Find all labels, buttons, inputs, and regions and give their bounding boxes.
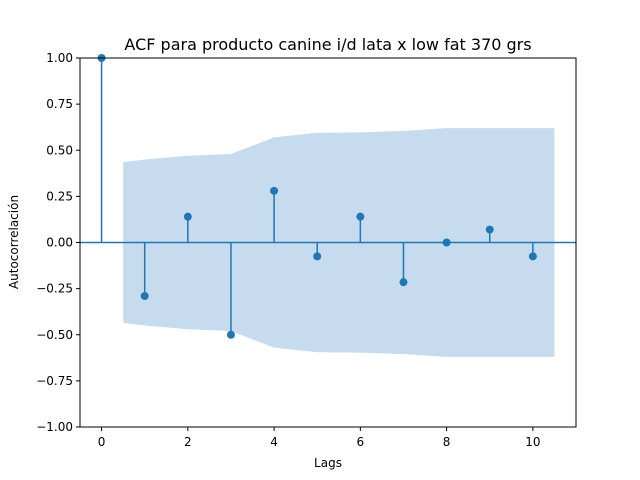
y-tick-label: 0.50 <box>46 143 73 157</box>
x-axis-label: Lags <box>314 456 342 470</box>
marker-lag-5 <box>313 252 322 261</box>
y-tick-label: 0.75 <box>46 97 73 111</box>
marker-lag-7 <box>399 278 408 287</box>
marker-lag-9 <box>485 225 494 234</box>
marker-lag-10 <box>528 252 537 261</box>
marker-lag-2 <box>183 212 192 221</box>
y-axis: −1.00 −0.75 −0.50 −0.25 0.00 0.25 0.50 0.75 1.00 <box>36 51 80 434</box>
x-tick-label: 8 <box>443 435 451 449</box>
marker-lag-4 <box>270 186 279 195</box>
y-axis-label: Autocorrelación <box>7 195 21 289</box>
marker-lag-8 <box>442 238 451 247</box>
marker-lag-3 <box>226 330 235 339</box>
x-tick-label: 2 <box>184 435 192 449</box>
y-tick-label: −1.00 <box>36 420 73 434</box>
marker-lag-6 <box>356 212 365 221</box>
y-tick-label: −0.25 <box>36 282 73 296</box>
y-tick-label: 1.00 <box>46 51 73 65</box>
plot-area <box>79 54 577 428</box>
x-tick-label: 0 <box>98 435 106 449</box>
x-tick-label: 6 <box>357 435 365 449</box>
x-tick-label: 10 <box>525 435 540 449</box>
marker-lag-1 <box>140 292 149 301</box>
stem-layer <box>97 54 537 339</box>
x-axis: 0 2 4 6 8 10 <box>98 427 541 449</box>
x-tick-label: 4 <box>270 435 278 449</box>
y-tick-label: −0.50 <box>36 328 73 342</box>
y-tick-label: 0.00 <box>46 236 73 250</box>
chart-title: ACF para producto canine i/d lata x low … <box>124 35 531 54</box>
y-tick-label: −0.75 <box>36 374 73 388</box>
y-tick-label: 0.25 <box>46 189 73 203</box>
